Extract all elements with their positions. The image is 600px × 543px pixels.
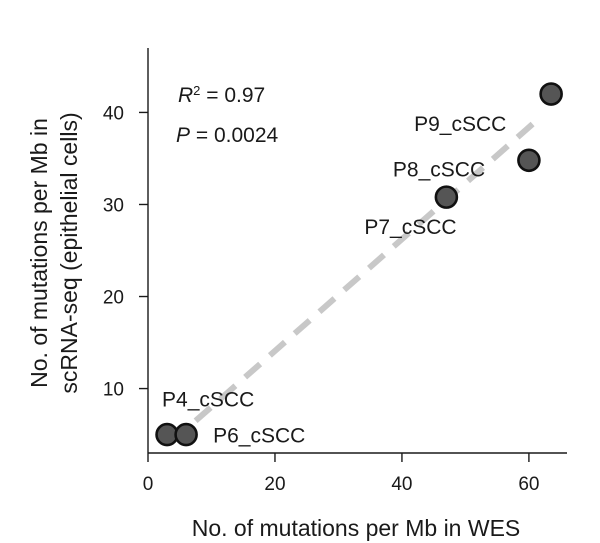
data-point: [539, 82, 563, 106]
x-tick-label: 0: [143, 474, 154, 495]
y-tick-label: 40: [103, 103, 124, 124]
y-tick-label: 30: [103, 195, 124, 216]
regression-line: [193, 113, 544, 424]
x-tick-label: 60: [518, 474, 539, 495]
x-tick-label: 20: [264, 474, 285, 495]
r-squared-annotation: R2 = 0.97: [178, 83, 265, 108]
data-points: [155, 82, 563, 447]
data-point: [174, 422, 198, 447]
x-ticks: 0 20 40 60: [143, 453, 539, 495]
data-point: [434, 185, 459, 209]
point-labels: P4_cSCC P6_cSCC P7_cSCC P8_cSCC P9_cSCC: [162, 113, 506, 448]
point-label: P4_cSCC: [162, 389, 254, 412]
point-label: P6_cSCC: [213, 425, 305, 448]
point-label: P7_cSCC: [364, 216, 456, 239]
data-point: [517, 148, 541, 173]
y-tick-label: 20: [103, 288, 124, 309]
axes: 0 20 40 60 10 20 30 40: [103, 48, 567, 495]
y-tick-label: 10: [103, 380, 124, 401]
x-tick-label: 40: [391, 474, 412, 495]
p-value-annotation: P = 0.0024: [176, 124, 278, 147]
y-axis-title-line1: No. of mutations per Mb in: [26, 118, 52, 388]
point-label: P9_cSCC: [414, 113, 506, 136]
y-axis-title: No. of mutations per Mb in scRNA-seq (ep…: [26, 112, 82, 393]
point-label: P8_cSCC: [393, 158, 485, 181]
y-ticks: 10 20 30 40: [103, 103, 148, 401]
y-axis-title-line2: scRNA-seq (epithelial cells): [56, 112, 82, 393]
x-axis-title: No. of mutations per Mb in WES: [192, 515, 521, 541]
